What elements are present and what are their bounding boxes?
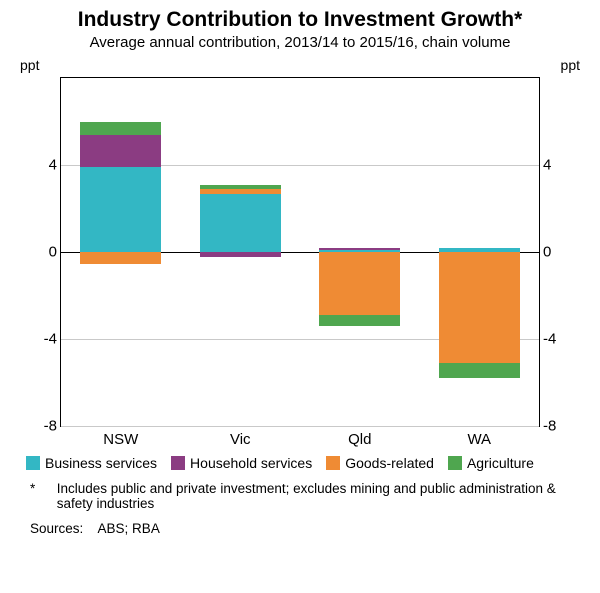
bar-segment-agriculture [80, 122, 161, 135]
legend-item-business_services: Business services [26, 455, 157, 471]
sources-label: Sources: [30, 521, 83, 536]
chart-subtitle: Average annual contribution, 2013/14 to … [10, 34, 590, 51]
bar-group [80, 78, 161, 426]
legend-swatch [171, 456, 185, 470]
bar-group [319, 78, 400, 426]
chart-area: ppt ppt -8-8-4-40044NSWVicQldWA [20, 59, 580, 449]
legend-swatch [448, 456, 462, 470]
legend-item-goods_related: Goods-related [326, 455, 434, 471]
sources-text: ABS; RBA [98, 521, 160, 536]
grid-line [61, 426, 539, 427]
y-tick-left: -4 [29, 331, 57, 348]
bar-segment-goods_related [80, 252, 161, 264]
bar-segment-business_services [80, 167, 161, 252]
plot-region: -8-8-4-40044NSWVicQldWA [60, 77, 540, 427]
y-tick-right: 4 [543, 157, 571, 174]
y-axis-label-left: ppt [20, 57, 39, 73]
x-category-label: Vic [230, 431, 251, 448]
y-tick-right: -4 [543, 331, 571, 348]
legend-label: Household services [190, 455, 312, 471]
legend-swatch [326, 456, 340, 470]
bar-segment-household_services [200, 252, 281, 257]
sources: Sources: ABS; RBA [20, 521, 580, 536]
chart-container: Industry Contribution to Investment Grow… [0, 0, 600, 593]
bar-segment-household_services [319, 248, 400, 250]
bar-segment-agriculture [200, 185, 281, 189]
legend-item-household_services: Household services [171, 455, 312, 471]
legend-label: Business services [45, 455, 157, 471]
legend-label: Goods-related [345, 455, 434, 471]
legend-swatch [26, 456, 40, 470]
x-category-label: NSW [103, 431, 138, 448]
legend-item-agriculture: Agriculture [448, 455, 534, 471]
legend-label: Agriculture [467, 455, 534, 471]
footnote: * Includes public and private investment… [20, 481, 580, 511]
footnote-marker: * [30, 481, 39, 511]
footnote-text: Includes public and private investment; … [57, 481, 580, 511]
bar-segment-goods_related [439, 252, 520, 363]
bar-segment-goods_related [319, 252, 400, 315]
bar-segment-agriculture [319, 315, 400, 326]
y-tick-left: -8 [29, 418, 57, 435]
bar-segment-business_services [200, 194, 281, 252]
x-category-label: Qld [348, 431, 371, 448]
bar-segment-agriculture [439, 363, 520, 378]
y-axis-label-right: ppt [561, 57, 580, 73]
bar-segment-household_services [80, 135, 161, 168]
y-tick-left: 4 [29, 157, 57, 174]
y-tick-left: 0 [29, 244, 57, 261]
bar-segment-goods_related [200, 189, 281, 194]
y-tick-right: 0 [543, 244, 571, 261]
bar-group [200, 78, 281, 426]
bar-group [439, 78, 520, 426]
legend: Business services Household services Goods… [20, 455, 580, 471]
y-tick-right: -8 [543, 418, 571, 435]
chart-title: Industry Contribution to Investment Grow… [10, 8, 590, 32]
x-category-label: WA [467, 431, 491, 448]
